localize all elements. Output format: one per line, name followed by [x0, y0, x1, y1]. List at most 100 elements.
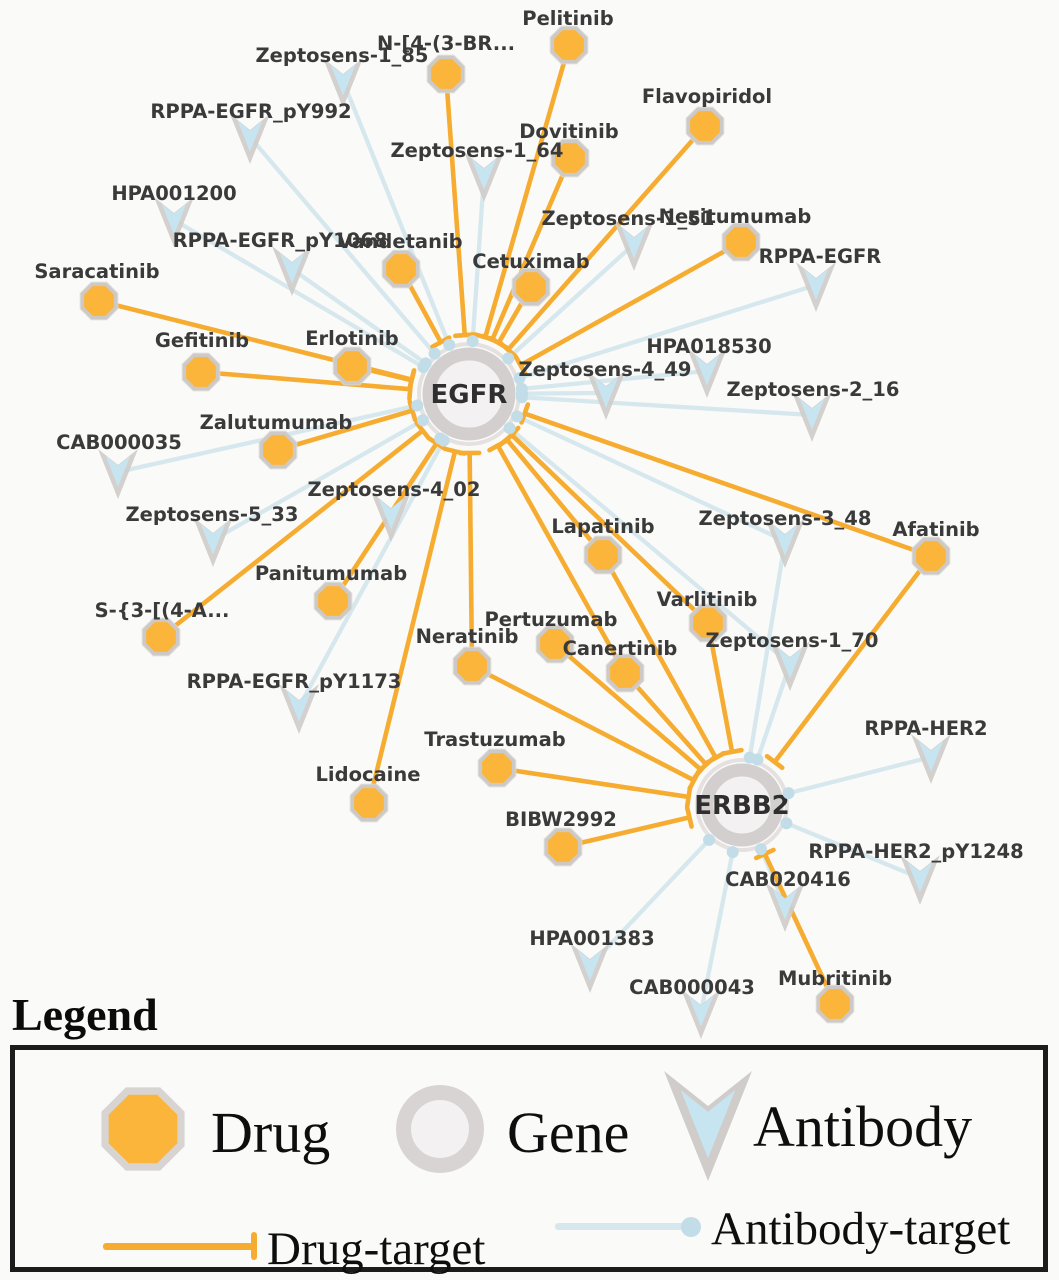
drug-octagon-icon: [478, 749, 516, 787]
antibody-node-rppa-her2-py1248[interactable]: [900, 855, 940, 905]
drug-node-pertuzumab[interactable]: [535, 624, 575, 664]
antibody-target-edge-cab000043-erbb2: [698, 851, 735, 1013]
antibody-node-hpa018530[interactable]: [687, 348, 727, 398]
drug-octagon-icon: [686, 107, 724, 145]
legend-title: Legend: [12, 989, 158, 1040]
drug-target-edge-canertinib-egfr: [495, 444, 628, 675]
antibody-node-hpa001383[interactable]: [570, 943, 610, 993]
drug-edge-tee-pertuzumab-erbb2: [692, 760, 710, 780]
antibody-target-edge-zeptosens-1-85-egfr: [341, 80, 452, 346]
drug-node-zalutumumab[interactable]: [258, 430, 298, 470]
antibody-node-hpa001200[interactable]: [154, 197, 194, 247]
antibody-node-cab000043[interactable]: [681, 989, 721, 1039]
antibody-node-zeptosens-1-64[interactable]: [464, 152, 504, 202]
antibody-label-rppa-egfr-py1068: RPPA-EGFR_pY1068: [173, 229, 388, 252]
antibody-node-zeptosens-2-16[interactable]: [792, 392, 832, 442]
drug-target-edge-varlitinib-erbb2: [705, 622, 735, 753]
antibody-target-edge-rppa-her2-py1248-erbb2: [785, 821, 921, 880]
antibody-chevron-icon: [378, 498, 404, 530]
legend-drug-target-label: Drug-target: [267, 1223, 486, 1275]
gene-node-erbb2[interactable]: ERBB2: [694, 758, 790, 852]
drug-label-erlotinib: Erlotinib: [305, 327, 399, 350]
antibody-node-zeptosens-1-51[interactable]: [614, 221, 654, 271]
antibody-node-zeptosens-4-49[interactable]: [586, 370, 626, 420]
antibody-node-rppa-egfr[interactable]: [796, 262, 836, 312]
antibody-chevron-icon: [577, 949, 603, 981]
drug-node-afatinib[interactable]: [911, 536, 951, 576]
drug-label-panitumumab: Panitumumab: [255, 562, 407, 585]
drug-node-trastuzumab[interactable]: [477, 748, 517, 788]
drug-node-dovitinib[interactable]: [550, 138, 590, 178]
drug-node-lidocaine[interactable]: [349, 783, 389, 823]
drug-node-s-3-4-a[interactable]: [141, 617, 181, 657]
drug-node-gefitinib[interactable]: [181, 352, 221, 392]
drug-node-necitumumab[interactable]: [721, 222, 761, 262]
drug-target-edge-lidocaine-egfr: [366, 450, 458, 804]
antibody-node-rppa-her2[interactable]: [911, 734, 951, 784]
antibody-node-cab020416[interactable]: [765, 882, 805, 932]
antibody-target-edge-zeptosens-4-49-egfr: [521, 390, 607, 396]
antibody-chevron-icon: [799, 398, 825, 430]
drug-node-erlotinib[interactable]: [332, 346, 372, 386]
antibody-target-edge-rppa-her2-erbb2: [787, 754, 932, 796]
antibody-target-edge-zeptosens-1-51-egfr: [506, 242, 636, 360]
antibody-node-rppa-egfr-py992[interactable]: [230, 114, 270, 164]
drug-edge-tee-bibw2992-erbb2: [684, 805, 694, 829]
antibody-target-edge-rppa-egfr-py992-egfr: [248, 135, 437, 356]
drug-node-lapatinib[interactable]: [583, 535, 623, 575]
drug-target-edge-lapatinib-egfr: [504, 437, 605, 557]
antibody-label-rppa-egfr-py992: RPPA-EGFR_pY992: [150, 100, 351, 123]
drug-target-edge-neratinib-egfr: [467, 452, 475, 667]
antibody-node-rppa-egfr-py1173[interactable]: [279, 684, 319, 734]
antibody-edge-dot-zeptosens-1-70-egfr: [503, 422, 516, 435]
drug-node-pelitinib[interactable]: [549, 25, 589, 65]
antibody-node-rppa-egfr-py1068[interactable]: [272, 246, 312, 296]
drug-target-edge-pelitinib-egfr: [483, 44, 572, 338]
antibody-node-zeptosens-4-02[interactable]: [371, 492, 411, 542]
drug-node-neratinib[interactable]: [452, 646, 492, 686]
drug-octagon-icon: [350, 784, 388, 822]
drug-edge-tee-panitumumab-egfr: [426, 435, 447, 451]
legend-gene-label: Gene: [507, 1100, 630, 1165]
legend-drug-label: Drug: [211, 1100, 331, 1165]
edge-end-dots: [411, 335, 795, 859]
antibody-target-edge-zeptosens-5-33-egfr: [211, 418, 425, 542]
drug-node-cetuximab[interactable]: [511, 267, 551, 307]
antibody-node-zeptosens-3-48[interactable]: [765, 518, 805, 568]
antibody-edge-dot-rppa-egfr-py992-egfr: [428, 347, 441, 360]
antibody-edge-dot-rppa-her2-erbb2: [782, 787, 795, 800]
drug-edge-tee-mubritinib-erbb2: [753, 847, 776, 861]
antibody-chevron-icon: [918, 740, 944, 772]
antibody-label-rppa-her2: RPPA-HER2: [864, 717, 987, 740]
antibody-chevron-icon: [688, 995, 714, 1027]
drug-target-edge-afatinib-egfr: [523, 411, 932, 559]
antibody-label-hpa018530: HPA018530: [646, 335, 771, 358]
legend-antibody-label: Antibody: [753, 1094, 973, 1159]
gene-node-egfr[interactable]: EGFR: [417, 342, 521, 446]
drug-node-panitumumab[interactable]: [313, 581, 353, 621]
drug-node-saracatinib[interactable]: [79, 281, 119, 321]
antibody-node-zeptosens-1-85[interactable]: [323, 58, 363, 108]
antibody-label-zeptosens-5-33: Zeptosens-5_33: [126, 503, 299, 526]
drug-octagon-icon: [816, 985, 854, 1023]
drug-octagon-icon: [259, 431, 297, 469]
drug-node-varlitinib[interactable]: [688, 603, 728, 643]
antibody-chevron-icon: [803, 268, 829, 300]
antibody-label-zeptosens-4-02: Zeptosens-4_02: [308, 478, 481, 501]
drug-node-vandetanib[interactable]: [381, 249, 421, 289]
drug-node-flavopiridol[interactable]: [685, 106, 725, 146]
antibody-node-zeptosens-5-33[interactable]: [193, 517, 233, 567]
drug-node-bibw2992[interactable]: [543, 827, 583, 867]
drug-octagon-icon: [142, 618, 180, 656]
antibody-node-zeptosens-1-70[interactable]: [770, 641, 810, 691]
antibody-chevron-icon: [105, 455, 131, 487]
antibody-swatch-icon: [664, 1071, 752, 1181]
gene-swatch-icon: [396, 1085, 484, 1173]
antibody-edge-dot-zeptosens-1-85-egfr: [443, 338, 456, 351]
drug-node-mubritinib[interactable]: [815, 984, 855, 1024]
drug-node-canertinib[interactable]: [605, 653, 645, 693]
antibody-chevron-icon: [161, 203, 187, 235]
antibody-node-cab000035[interactable]: [98, 449, 138, 499]
antibody-edge-dot-zeptosens-3-48-egfr: [511, 410, 524, 423]
drug-node-n-4-3-br[interactable]: [426, 54, 466, 94]
